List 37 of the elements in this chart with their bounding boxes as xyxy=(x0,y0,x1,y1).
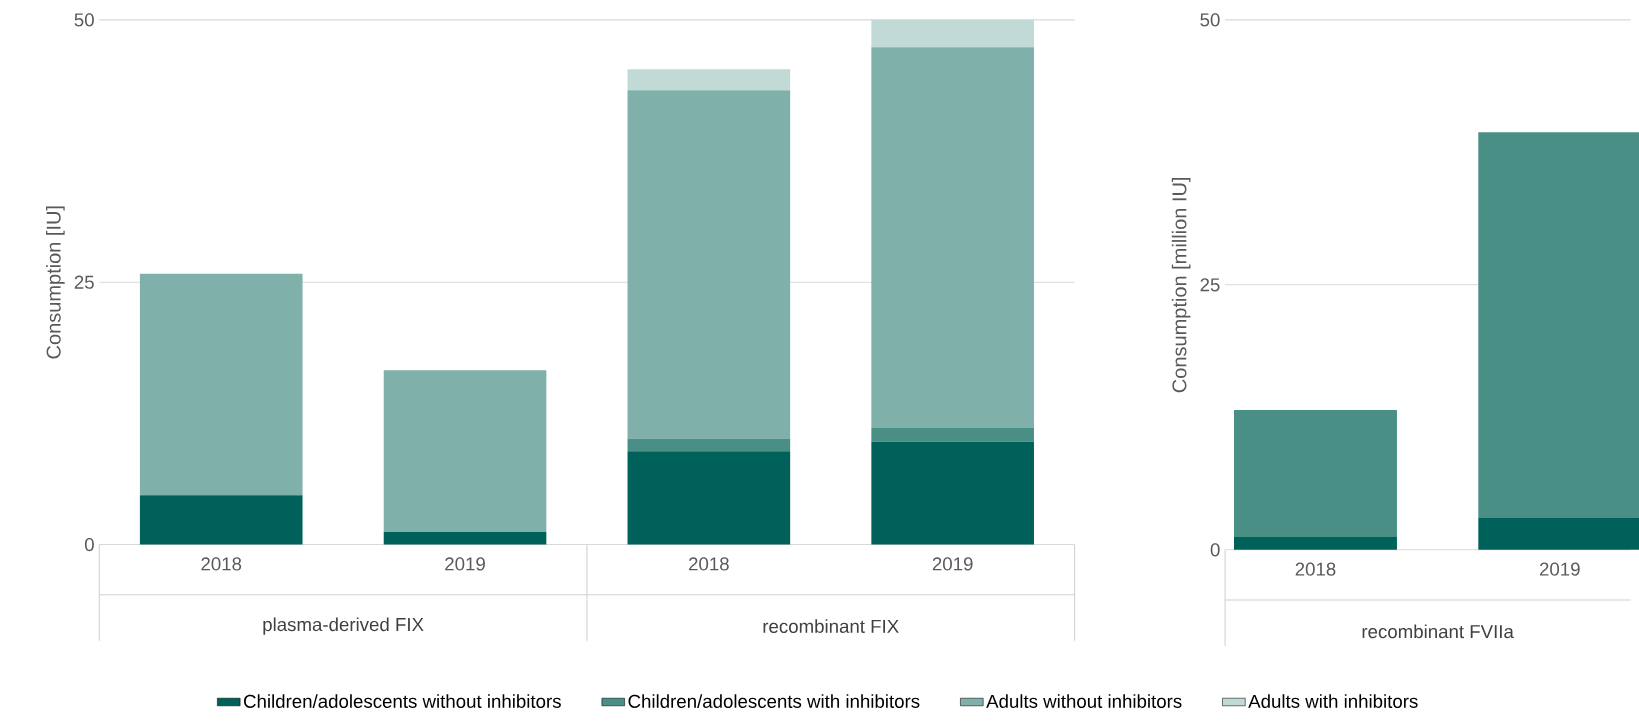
bar xyxy=(1234,409,1397,537)
bar xyxy=(1478,132,1639,518)
bar xyxy=(627,451,791,545)
bar xyxy=(627,90,791,439)
y-tick-label: 50 xyxy=(1200,13,1220,27)
bar xyxy=(139,273,303,496)
legend-label: Children/adolescents with inhibitors xyxy=(628,694,920,708)
text: recombinant FIX xyxy=(763,619,899,633)
bar xyxy=(383,531,547,545)
bar xyxy=(383,370,547,532)
y-axis-title: Consumption [IU] xyxy=(46,206,65,359)
legend-label: Children/adolescents without inhibitors xyxy=(244,694,561,708)
x-tick-label: 2018 xyxy=(689,557,729,571)
bar xyxy=(627,69,791,91)
bar xyxy=(871,441,1034,545)
bar xyxy=(871,47,1034,428)
x-tick-label: 2019 xyxy=(1539,562,1580,576)
text: recombinant FVIIa xyxy=(1362,624,1514,639)
y-tick-label: 25 xyxy=(1200,278,1220,292)
bar xyxy=(1234,536,1397,550)
bar xyxy=(871,427,1034,442)
bar xyxy=(1478,517,1639,550)
y-tick-label: 0 xyxy=(1210,543,1220,557)
legend-label: Adults with inhibitors xyxy=(1248,694,1418,708)
x-tick-label: 2018 xyxy=(201,557,242,571)
x-tick-label: 2019 xyxy=(932,557,973,571)
y-tick-label: 50 xyxy=(74,13,94,27)
text: plasma-derived FIX xyxy=(263,617,424,635)
bar xyxy=(871,19,1034,48)
y-tick-label: 25 xyxy=(74,275,94,289)
x-tick-label: 2019 xyxy=(445,557,485,571)
legend-label: Adults without inhibitors xyxy=(986,694,1182,708)
y-tick-label: 0 xyxy=(84,537,94,552)
bar xyxy=(139,495,303,545)
x-tick-label: 2018 xyxy=(1295,562,1336,576)
y-axis-title: Consumption [million IU] xyxy=(1171,177,1191,393)
bar xyxy=(627,438,791,452)
